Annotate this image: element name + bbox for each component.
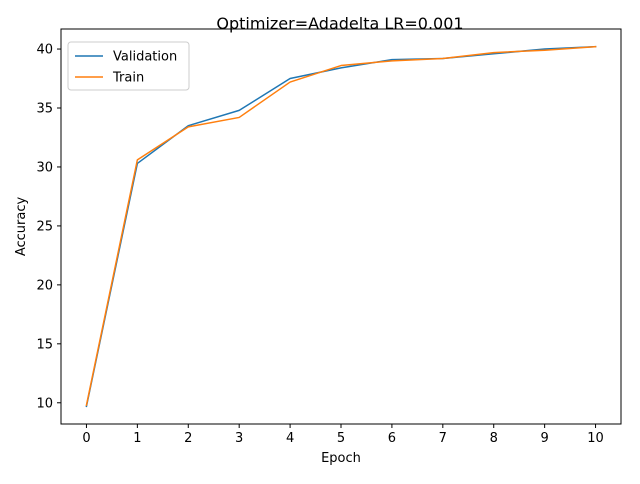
legend-entries: Validation Train	[75, 50, 177, 86]
series-lines	[85, 45, 597, 408]
plot-frame	[60, 28, 622, 425]
x-tick-label: 6	[388, 431, 396, 446]
x-axis-label: Epoch	[321, 451, 361, 466]
x-tick-label: 3	[235, 431, 243, 446]
series-line-train	[85, 45, 597, 407]
y-tick-label: 25	[36, 219, 53, 234]
y-axis-label: Accuracy	[14, 197, 29, 257]
x-tick-label: 9	[540, 431, 548, 446]
x-tick-label: 7	[439, 431, 447, 446]
chart-title: Optimizer=Adadelta LR=0.001	[216, 14, 463, 33]
x-tick-label: 4	[286, 431, 294, 446]
y-tick-label: 30	[36, 160, 53, 175]
legend-label-train: Train	[112, 71, 144, 86]
y-tick-label: 40	[36, 43, 53, 58]
x-tick-label: 1	[133, 431, 141, 446]
x-axis-ticks: 0 1 2 3 4 5 6 7 8 9 10	[82, 424, 604, 446]
x-tick-label: 5	[337, 431, 345, 446]
y-tick-label: 20	[36, 278, 53, 293]
y-tick-label: 35	[36, 102, 53, 117]
legend: Validation Train	[67, 41, 190, 91]
legend-label-validation: Validation	[113, 50, 177, 65]
x-tick-label: 0	[82, 431, 90, 446]
x-tick-label: 2	[184, 431, 192, 446]
x-tick-label: 10	[587, 431, 604, 446]
legend-box	[67, 41, 190, 91]
y-axis-ticks: 10 15 20 25 30 35 40	[36, 43, 61, 411]
y-tick-label: 10	[36, 396, 53, 411]
x-tick-label: 8	[490, 431, 498, 446]
y-tick-label: 15	[36, 337, 53, 352]
